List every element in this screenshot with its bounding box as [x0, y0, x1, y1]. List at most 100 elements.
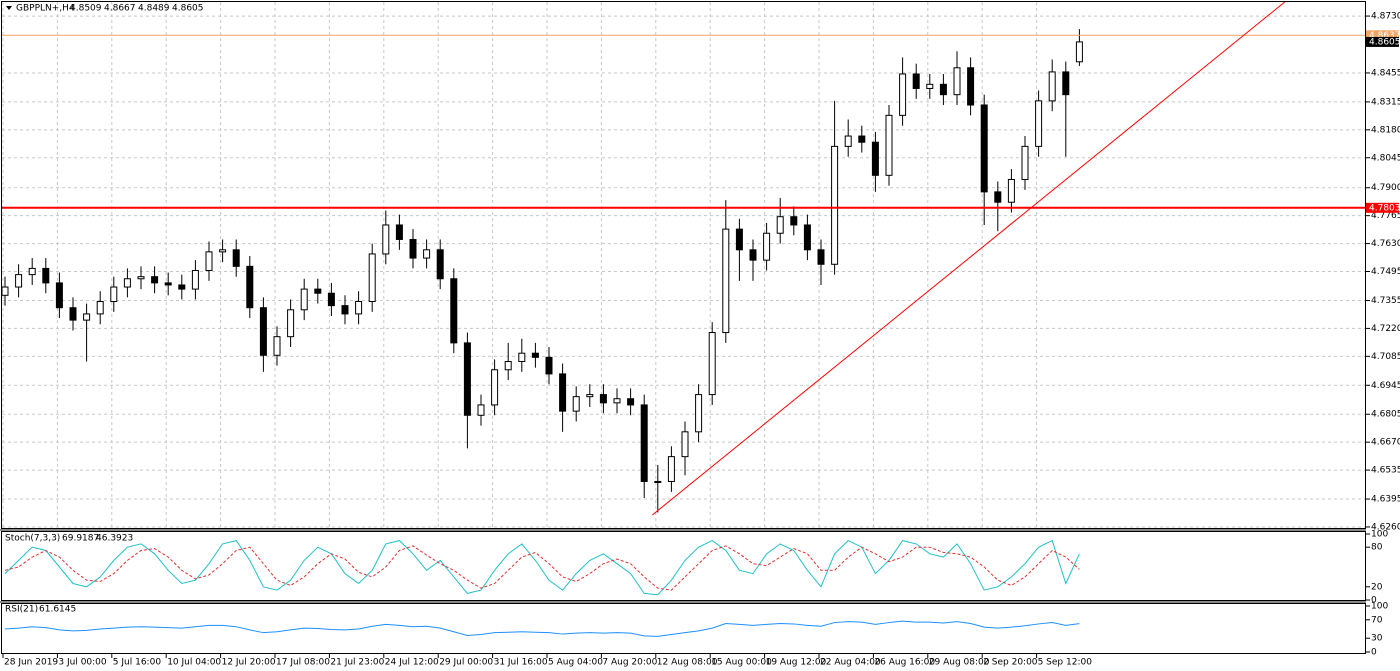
candle-body — [695, 394, 703, 433]
trendline — [652, 1, 1286, 516]
candle-body — [735, 228, 743, 251]
stoch-main-value: 69.9187 — [62, 534, 99, 544]
x-tick-label: 15 Aug 00:00 — [711, 658, 772, 668]
current-price-tag — [1366, 36, 1399, 47]
price-level-tag — [1366, 30, 1399, 41]
y-tick-label: 0 — [1371, 596, 1377, 606]
y-tick-label: 4.6805 — [1371, 410, 1400, 420]
candle-body — [899, 73, 907, 116]
candle-body — [926, 83, 934, 89]
price-level-label: 4.7803 — [1369, 203, 1400, 213]
x-tick-label: 28 Jun 2019 — [4, 658, 58, 668]
x-tick-label: 29 Aug 08:00 — [929, 658, 990, 668]
candle-body — [681, 431, 689, 458]
indicator-line — [4, 539, 1080, 596]
candle-body — [123, 278, 131, 288]
candle-body — [300, 288, 308, 311]
y-tick-label: 4.7900 — [1371, 183, 1400, 193]
x-tick-label: 12 Jul 20:00 — [222, 658, 276, 668]
candle-body — [55, 282, 63, 309]
y-tick-label: 4.7630 — [1371, 239, 1400, 249]
menu-arrow[interactable] — [6, 6, 12, 10]
y-tick-label: 4.7085 — [1371, 352, 1400, 362]
candle-body — [395, 224, 403, 240]
candle-body — [273, 336, 281, 356]
candle-body — [205, 251, 213, 271]
x-tick-label: 12 Aug 08:00 — [657, 658, 718, 668]
candle-body — [871, 141, 879, 176]
candle-body — [151, 276, 159, 284]
candle-body — [776, 216, 784, 234]
candle-body — [28, 267, 36, 276]
marks-layer — [1, 29, 1366, 637]
candle-body — [409, 238, 417, 259]
candle-body — [423, 249, 431, 259]
x-tick-label: 26 Aug 16:00 — [874, 658, 935, 668]
y-tick-label: 4.8045 — [1371, 153, 1400, 163]
rsi-value: 61.6145 — [39, 605, 76, 615]
candle-body — [341, 305, 349, 315]
x-tick-label: 17 Jul 08:00 — [276, 658, 330, 668]
candle-body — [654, 480, 662, 483]
y-tick-label: 100 — [1371, 530, 1388, 540]
candle-body — [803, 224, 811, 251]
y-tick-label: 4.6395 — [1371, 495, 1400, 505]
x-tick-label: 7 Aug 20:00 — [602, 658, 657, 668]
symbol-label: GBPPLN+,H4 — [16, 4, 75, 14]
x-tick-label: 19 Aug 12:00 — [766, 658, 827, 668]
candle-body — [667, 456, 675, 482]
candle-body — [1021, 145, 1029, 180]
x-tick-label: 10 Jul 04:00 — [167, 658, 221, 668]
x-tick-label: 5 Sep 12:00 — [1038, 658, 1093, 668]
x-tick-label: 3 Jul 00:00 — [58, 658, 107, 668]
candle-body — [1048, 71, 1056, 102]
candle-body — [749, 249, 757, 261]
candle-body — [259, 307, 267, 356]
candle-body — [885, 114, 893, 176]
candle-body — [314, 288, 322, 294]
candle-body — [858, 135, 866, 143]
candle-body — [559, 373, 567, 412]
candle-body — [69, 307, 77, 321]
y-tick-label: 4.8315 — [1371, 97, 1400, 107]
candle-body — [246, 265, 254, 309]
candle-body — [939, 83, 947, 96]
candle-body — [586, 394, 594, 398]
candle-body — [83, 313, 91, 321]
y-tick-label: 4.6535 — [1371, 466, 1400, 476]
candle-body — [790, 216, 798, 226]
header-low: 4.8489 — [138, 4, 170, 14]
candle-body — [1062, 71, 1070, 96]
candle-body — [1007, 178, 1015, 203]
stoch-panel-frame — [1, 531, 1366, 601]
candle-body — [96, 301, 104, 315]
price-level-label: 4.8637 — [1369, 31, 1400, 41]
candle-body — [980, 104, 988, 193]
y-tick-label: 4.6260 — [1371, 522, 1400, 532]
main-panel-frame — [1, 1, 1366, 529]
grid-layer — [2, 2, 1366, 528]
x-tick-label: 29 Jul 00:00 — [439, 658, 493, 668]
candle-body — [518, 352, 526, 362]
y-tick-label: 0 — [1371, 648, 1377, 658]
header-close: 4.8605 — [172, 4, 204, 14]
x-tick-label: 2 Sep 20:00 — [983, 658, 1038, 668]
y-tick-label: 4.7355 — [1371, 296, 1400, 306]
candle-body — [994, 191, 1002, 203]
candle-body — [42, 267, 50, 284]
stoch-title: Stoch(7,3,3) — [5, 534, 60, 544]
y-tick-label: 4.8730 — [1371, 12, 1400, 22]
y-tick-label: 4.7220 — [1371, 324, 1400, 334]
price-level-tag — [1366, 202, 1399, 213]
candle-body — [110, 286, 118, 303]
x-tick-label: 22 Aug 04:00 — [820, 658, 881, 668]
candle-body — [844, 135, 852, 147]
candle-body — [450, 278, 458, 344]
candle-body — [817, 249, 825, 265]
candle-body — [219, 249, 227, 253]
candle-body — [477, 404, 485, 416]
y-tick-label: 100 — [1371, 602, 1388, 612]
candle-body — [640, 404, 648, 482]
x-tick-label: 5 Aug 04:00 — [548, 658, 603, 668]
